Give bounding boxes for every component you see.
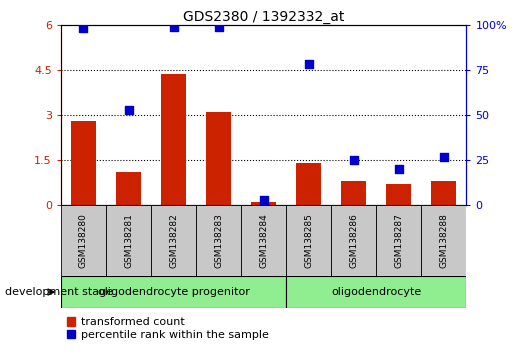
Text: GSM138287: GSM138287	[394, 213, 403, 268]
Bar	[331, 205, 376, 276]
Text: oligodendrocyte: oligodendrocyte	[331, 287, 421, 297]
Text: GSM138280: GSM138280	[79, 213, 88, 268]
Bar	[286, 276, 466, 308]
Point	[304, 62, 313, 67]
Text: GSM138286: GSM138286	[349, 213, 358, 268]
Bar	[61, 205, 106, 276]
Bar	[386, 184, 411, 205]
Bar	[71, 121, 96, 205]
Point	[440, 154, 448, 159]
Text: GSM138283: GSM138283	[214, 213, 223, 268]
Text: GSM138282: GSM138282	[169, 213, 178, 268]
Bar	[161, 74, 186, 205]
Point	[80, 25, 88, 31]
Bar	[151, 205, 196, 276]
Text: GSM138285: GSM138285	[304, 213, 313, 268]
Point	[124, 107, 132, 113]
Bar	[196, 205, 241, 276]
Point	[259, 197, 268, 203]
Text: oligodendrocyte progenitor: oligodendrocyte progenitor	[98, 287, 250, 297]
Point	[169, 24, 178, 29]
Bar	[106, 205, 151, 276]
Text: GSM138281: GSM138281	[124, 213, 133, 268]
Text: GSM138288: GSM138288	[439, 213, 448, 268]
Point	[350, 157, 358, 163]
Legend: transformed count, percentile rank within the sample: transformed count, percentile rank withi…	[66, 317, 269, 340]
Text: GSM138284: GSM138284	[259, 213, 268, 268]
Bar	[296, 163, 321, 205]
Bar	[376, 205, 421, 276]
Text: development stage: development stage	[5, 287, 113, 297]
Bar	[286, 205, 331, 276]
Point	[214, 24, 223, 29]
Bar	[116, 172, 141, 205]
Bar	[61, 276, 286, 308]
Bar	[206, 112, 231, 205]
Bar	[341, 181, 366, 205]
Bar	[421, 205, 466, 276]
Bar	[251, 202, 276, 205]
Bar	[241, 205, 286, 276]
Bar	[431, 181, 456, 205]
Title: GDS2380 / 1392332_at: GDS2380 / 1392332_at	[183, 10, 344, 24]
Point	[394, 166, 403, 172]
